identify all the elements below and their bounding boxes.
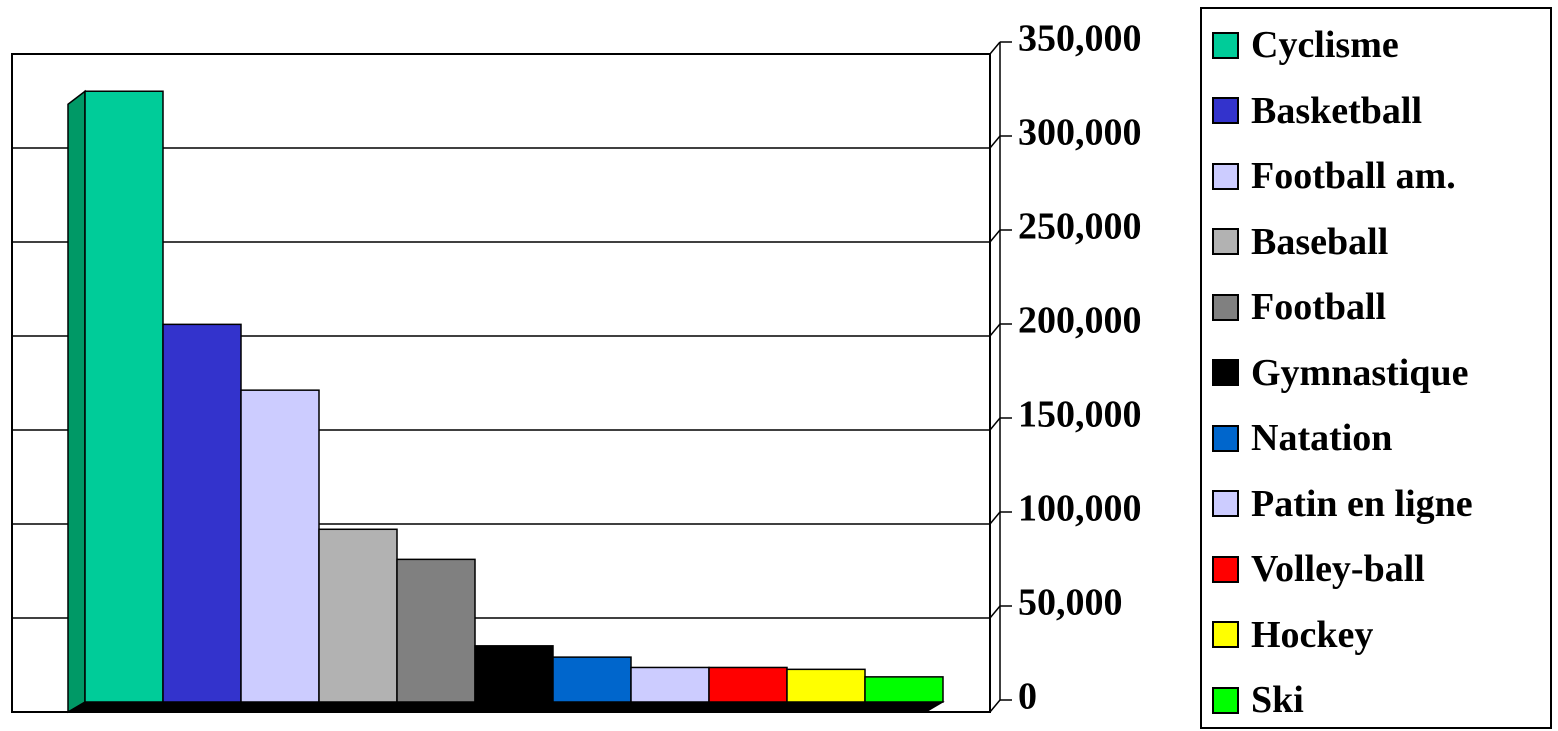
bar-side [67, 89, 86, 714]
bar-baseball [318, 528, 398, 703]
legend-swatch [1212, 228, 1239, 255]
legend-swatch [1212, 686, 1239, 714]
bar-gymnastique [474, 645, 554, 703]
axis-tick [989, 511, 1001, 525]
legend-item: Volley-ball [1212, 549, 1425, 589]
legend-label: Natation [1251, 417, 1393, 459]
legend-label: Cyclisme [1251, 24, 1399, 66]
legend-label: Baseball [1251, 220, 1389, 263]
y-axis-tick-labels: 0 50,000 100,000 150,000 200,000 250,000 300,0… [1018, 18, 1142, 718]
y-tick-label: 50,000 [1018, 582, 1123, 624]
y-tick-label: 150,000 [1018, 394, 1142, 436]
axis-tick [989, 229, 1001, 243]
legend-item: Ski [1212, 680, 1304, 720]
bar-ski [864, 676, 944, 703]
legend-label: Volley-ball [1251, 548, 1425, 590]
legend-item: Baseball [1212, 222, 1388, 262]
legend-label: Gymnastique [1251, 351, 1469, 394]
legend-label: Ski [1251, 679, 1304, 721]
legend-swatch [1212, 162, 1239, 190]
legend-label: Basketball [1251, 89, 1423, 132]
bar-cyclisme [84, 90, 164, 703]
legend-item: Hockey [1212, 615, 1373, 655]
legend-item: Patin en ligne [1212, 484, 1473, 524]
legend-label: Football am. [1251, 155, 1456, 197]
legend-item: Football am. [1212, 156, 1456, 196]
legend-swatch [1212, 555, 1239, 583]
legend-swatch [1212, 31, 1239, 59]
floor [66, 701, 945, 713]
y-tick-label: 350,000 [1018, 18, 1142, 60]
legend-swatch [1212, 621, 1239, 648]
bar-basketball [162, 323, 242, 703]
bar-hockey [786, 668, 866, 703]
bar-patin-en-ligne [630, 666, 710, 703]
legend-swatch [1212, 97, 1239, 124]
bar-volley-ball [708, 666, 788, 703]
legend-swatch [1212, 424, 1239, 452]
bar-football [396, 558, 476, 703]
chart-floor [66, 701, 945, 713]
bar-football-am- [240, 389, 320, 703]
legend-item: Football [1212, 287, 1386, 327]
y-tick-label: 200,000 [1018, 300, 1142, 342]
legend-swatch [1212, 293, 1239, 321]
bar-natation [552, 656, 632, 703]
legend-swatch [1212, 359, 1239, 386]
axis-tick [989, 41, 1001, 55]
legend-item: Cyclisme [1212, 25, 1399, 65]
y-tick-label: 250,000 [1018, 206, 1142, 248]
y-tick-label: 300,000 [1018, 112, 1142, 154]
legend-label: Patin en ligne [1251, 482, 1473, 525]
y-axis [989, 41, 1012, 713]
axis-tick [989, 417, 1001, 431]
legend-item: Gymnastique [1212, 353, 1468, 393]
axis-tick [989, 135, 1001, 149]
bars [67, 89, 944, 714]
axis-tick [989, 605, 1001, 619]
y-tick-label: 0 [1018, 676, 1037, 718]
y-tick-label: 100,000 [1018, 488, 1142, 530]
legend: Cyclisme Basketball Football am. Baseball Fo… [1200, 7, 1552, 729]
axis-tick [989, 699, 1001, 713]
legend-swatch [1212, 490, 1239, 517]
legend-label: Football [1251, 286, 1387, 328]
legend-label: Hockey [1251, 613, 1374, 656]
legend-item: Natation [1212, 418, 1392, 458]
legend-item: Basketball [1212, 91, 1422, 131]
axis-tick [989, 323, 1001, 337]
